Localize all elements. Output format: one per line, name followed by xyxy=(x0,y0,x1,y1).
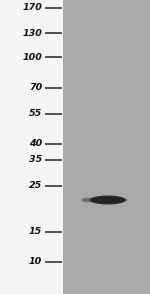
Text: 10: 10 xyxy=(29,258,42,266)
FancyArrow shape xyxy=(104,196,124,204)
Text: 35: 35 xyxy=(29,156,42,165)
Text: 25: 25 xyxy=(29,181,42,191)
Text: 55: 55 xyxy=(29,109,42,118)
Ellipse shape xyxy=(91,197,123,203)
Ellipse shape xyxy=(82,198,100,203)
Text: 130: 130 xyxy=(22,29,42,38)
Text: 15: 15 xyxy=(29,228,42,236)
Bar xyxy=(63,0,150,294)
Text: 40: 40 xyxy=(29,139,42,148)
Text: 70: 70 xyxy=(29,83,42,93)
Ellipse shape xyxy=(90,196,126,205)
Text: 100: 100 xyxy=(22,53,42,61)
Ellipse shape xyxy=(90,198,128,203)
Text: 170: 170 xyxy=(22,4,42,13)
Bar xyxy=(0,0,63,294)
